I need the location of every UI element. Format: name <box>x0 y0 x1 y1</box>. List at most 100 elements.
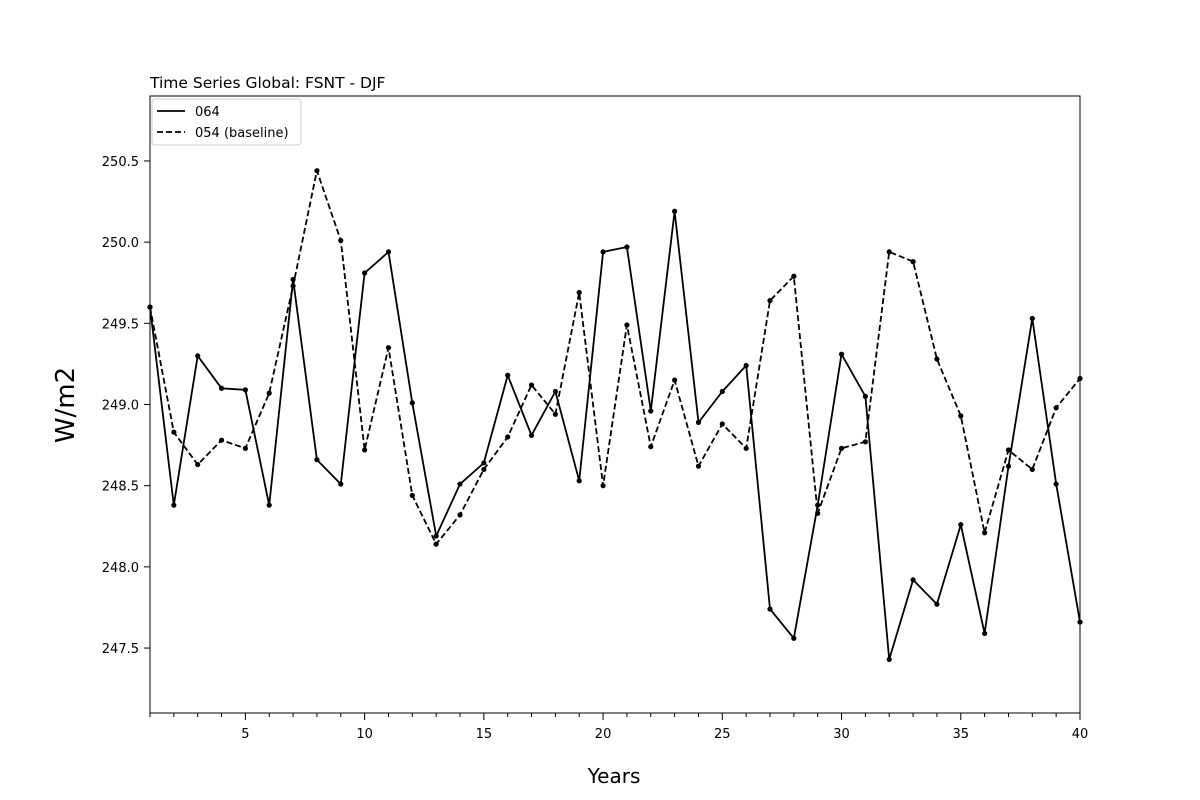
series-064-point <box>362 270 368 276</box>
series-064-point <box>934 601 940 607</box>
series-baseline-point <box>743 445 749 451</box>
series-064-point <box>552 388 558 395</box>
series-baseline-point <box>982 530 988 536</box>
series-064-point <box>1053 481 1059 487</box>
x-axis-label: Years <box>587 764 641 788</box>
series-064-point <box>1077 619 1083 625</box>
series-baseline-point <box>767 297 773 304</box>
series-baseline-point <box>838 445 845 451</box>
series-064-point <box>195 353 201 359</box>
series-baseline-point <box>958 413 964 419</box>
series-064-point <box>409 400 415 406</box>
series-064-point <box>600 249 606 255</box>
x-tick-label: 40 <box>1072 727 1089 742</box>
series-064-point <box>958 522 964 528</box>
series-baseline-point <box>171 429 177 435</box>
series-064-point <box>385 249 392 255</box>
series-064-point <box>314 457 320 463</box>
series-baseline-point <box>1029 466 1035 473</box>
series-baseline-point <box>266 390 272 396</box>
series-064-point <box>505 372 511 378</box>
y-tick-label: 248.5 <box>102 480 139 495</box>
x-tick-label: 10 <box>356 727 373 742</box>
series-064-point <box>1005 463 1012 469</box>
x-tick-label: 5 <box>241 727 249 742</box>
series-baseline-point <box>1005 447 1012 453</box>
series-baseline-point <box>672 377 678 383</box>
series-064-point <box>528 432 535 438</box>
series-baseline-point <box>218 437 225 443</box>
axis-ticks: 5 10 15 20 25 30 35 40 247.5 248.0 248.5 249.0 249.5… <box>102 155 1088 742</box>
series-baseline-point <box>290 283 296 289</box>
series-baseline-point <box>528 382 535 388</box>
chart-title: Time Series Global: FSNT - DJF <box>149 74 386 92</box>
series-064-point <box>218 385 225 391</box>
series-baseline-point <box>791 273 797 279</box>
series-baseline-point <box>1053 405 1059 411</box>
series-baseline-point <box>195 461 201 468</box>
series-baseline-point <box>362 447 368 453</box>
series-064-point <box>743 362 749 369</box>
series-baseline-point <box>910 259 916 265</box>
x-tick-label: 15 <box>476 727 493 742</box>
series-baseline-point <box>886 249 892 255</box>
series-064-point <box>982 630 988 637</box>
legend-label-baseline: 054 (baseline) <box>195 126 289 141</box>
series-064-point <box>886 656 892 663</box>
legend-box <box>151 98 302 146</box>
series-baseline-point <box>934 356 940 362</box>
series-064-point <box>648 408 654 414</box>
series-baseline-point <box>576 289 582 296</box>
y-axis-label: W/m2 <box>51 367 81 443</box>
series-baseline-point <box>385 345 392 351</box>
series-064-point <box>838 351 845 357</box>
series-064-point <box>433 533 439 539</box>
series-baseline-point <box>457 512 463 518</box>
series-064-point <box>719 388 725 395</box>
series-064-point <box>695 419 702 425</box>
series-064-point <box>576 478 582 484</box>
series-baseline-point <box>695 463 702 469</box>
series-baseline-point <box>719 421 725 427</box>
x-tick-label: 20 <box>595 727 612 742</box>
legend: 064 054 (baseline) <box>151 98 302 146</box>
series-064-point <box>290 276 296 283</box>
series-064-point <box>266 502 272 508</box>
series-064-point <box>457 481 463 487</box>
x-tick-label: 30 <box>833 727 850 742</box>
y-tick-label: 248.0 <box>102 561 139 576</box>
series-layer <box>147 168 1083 663</box>
series-baseline-point <box>314 168 320 174</box>
series-baseline-point <box>481 466 487 473</box>
legend-label-064: 064 <box>195 105 220 120</box>
y-tick-label: 250.0 <box>102 236 139 251</box>
series-baseline-point <box>600 483 606 489</box>
series-064-point <box>624 244 630 250</box>
series-baseline-point <box>147 304 153 310</box>
y-tick-label: 249.5 <box>102 317 139 332</box>
series-baseline-point <box>862 439 868 445</box>
series-baseline-point <box>505 434 511 440</box>
series-064-point <box>481 460 487 466</box>
series-064-point <box>791 635 797 641</box>
series-064-point <box>171 502 177 508</box>
series-baseline-point <box>815 510 821 516</box>
series-baseline-point <box>338 237 344 244</box>
series-baseline-point <box>648 444 654 450</box>
series-baseline-point <box>1077 375 1083 382</box>
series-064-point <box>862 393 868 399</box>
series-baseline-line <box>149 169 1081 545</box>
series-064-point <box>672 208 678 214</box>
series-064-point <box>242 387 248 393</box>
series-baseline-point <box>552 411 558 417</box>
series-baseline-point <box>433 541 439 547</box>
y-tick-label: 249.0 <box>102 399 139 414</box>
series-064-point <box>910 577 916 583</box>
series-064-point <box>338 481 344 487</box>
y-tick-label: 247.5 <box>102 642 139 657</box>
series-baseline-point <box>624 322 630 328</box>
series-064-point <box>767 606 773 612</box>
series-064-point <box>1029 315 1035 322</box>
